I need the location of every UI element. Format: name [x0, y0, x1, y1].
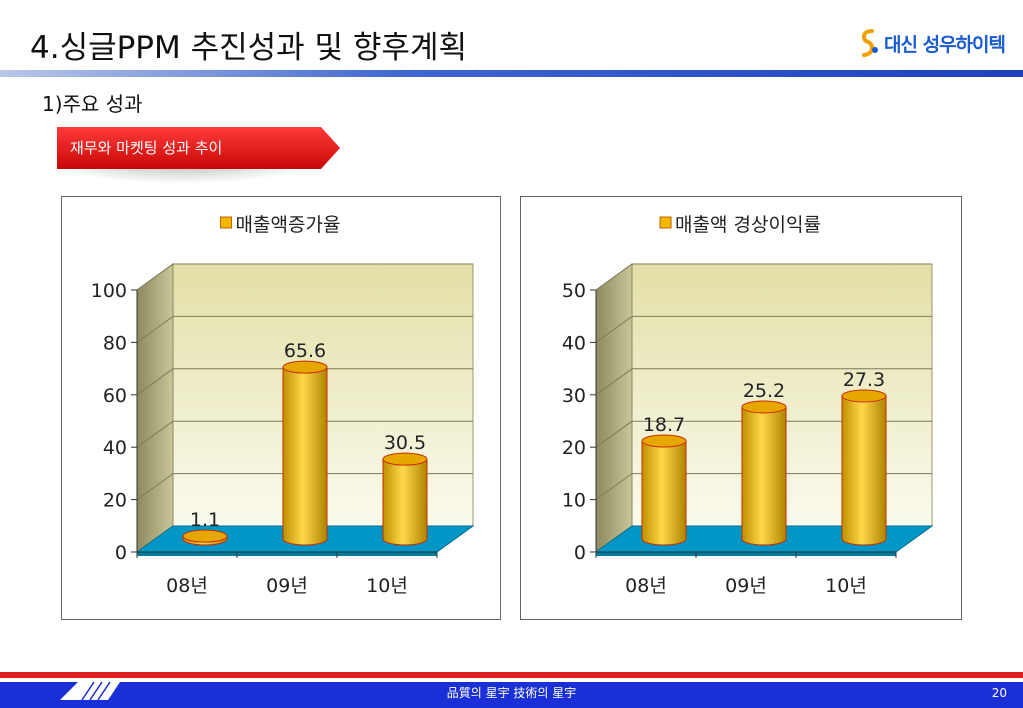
legend-label: 매출액증가율: [236, 214, 341, 236]
y-tick-label: 40: [562, 332, 586, 354]
side-wall: [595, 263, 633, 553]
y-tick-label: 0: [574, 542, 586, 564]
gridline-side: [595, 420, 633, 448]
y-tick-label: 100: [91, 280, 127, 302]
footer-bar: [0, 682, 1023, 708]
bar-top-2: [741, 400, 787, 414]
sales-growth-chart: 0 20 40 60 80 100 1.1 08년 65.6 09년 30.5 10년 매출액증가율: [91, 214, 475, 597]
gridline-side: [136, 473, 174, 501]
gridline-side: [136, 315, 174, 343]
x-tick-label: 09년: [725, 575, 767, 597]
bar-top-3: [841, 389, 887, 403]
x-tick-label: 10년: [366, 575, 408, 597]
data-label: 1.1: [190, 509, 220, 531]
logo-text: 대신 성우하이텍: [884, 33, 1006, 56]
data-label: 18.7: [643, 414, 685, 436]
chart-panel-sales-growth: 0 20 40 60 80 100 1.1 08년 65.6 09년 30.5 10년 매출액증가율: [61, 196, 501, 620]
bar-2: [741, 406, 787, 546]
gridline-side: [136, 263, 174, 291]
company-logo: 대신 성우하이텍: [858, 22, 1006, 64]
side-wall: [136, 263, 174, 553]
y-tick-label: 0: [115, 542, 127, 564]
bar-top-1: [641, 434, 687, 448]
legend-label: 매출액 경상이익률: [675, 214, 821, 236]
footer-slogan: 品質의 星宇 技術의 星宇: [446, 686, 577, 700]
section-subtitle: 1)주요 성과: [42, 92, 143, 116]
bar-3: [841, 395, 887, 546]
bar-1: [641, 440, 687, 546]
x-tick-label: 08년: [166, 575, 208, 597]
data-label: 30.5: [384, 432, 426, 454]
y-tick-label: 20: [562, 437, 586, 459]
gridline-side: [595, 263, 633, 291]
gridline-side: [595, 368, 633, 396]
profit-margin-chart: 0 10 20 30 40 50 18.7 08년 25.2 09년 27.3 10년 매출액 경상이익…: [562, 214, 934, 597]
y-tick-label: 80: [103, 332, 127, 354]
bar-top-3: [382, 452, 428, 466]
y-tick-label: 40: [103, 437, 127, 459]
y-tick-label: 10: [562, 490, 586, 512]
x-tick-label: 08년: [625, 575, 667, 597]
data-label: 25.2: [743, 380, 785, 402]
footer-red-line: [0, 672, 1023, 678]
footer-stripes-icon: [60, 682, 120, 701]
ribbon-label: 재무와 마켓팅 성과 추이: [70, 139, 223, 157]
x-tick-label: 10년: [825, 575, 867, 597]
legend-swatch: [659, 216, 672, 229]
logo-mark-icon: [862, 29, 879, 57]
y-tick-label: 20: [103, 490, 127, 512]
y-tick-label: 30: [562, 385, 586, 407]
bar-2: [282, 366, 328, 546]
title-underline-bar: [0, 70, 1023, 77]
slide-title: 4.싱글PPM 추진성과 및 향후계획: [30, 30, 467, 66]
section-ribbon: [57, 127, 340, 169]
gridline-side: [595, 473, 633, 501]
y-tick-label: 60: [103, 385, 127, 407]
gridline-side: [136, 368, 174, 396]
chart-panel-profit-margin: 0 10 20 30 40 50 18.7 08년 25.2 09년 27.3 10년 매출액 경상이익…: [520, 196, 962, 620]
page-number: 20: [991, 686, 1007, 700]
y-tick-label: 50: [562, 280, 586, 302]
chart-floor-edge: [137, 552, 437, 556]
gridline-side: [136, 420, 174, 448]
gridline-side: [595, 315, 633, 343]
data-label: 27.3: [843, 369, 885, 391]
bar-top-2: [282, 360, 328, 374]
bar-3: [382, 458, 428, 546]
data-label: 65.6: [284, 340, 326, 362]
x-tick-label: 09년: [266, 575, 308, 597]
legend-swatch: [220, 216, 233, 229]
bar-top-1: [182, 529, 228, 543]
chart-floor-edge: [596, 552, 896, 556]
